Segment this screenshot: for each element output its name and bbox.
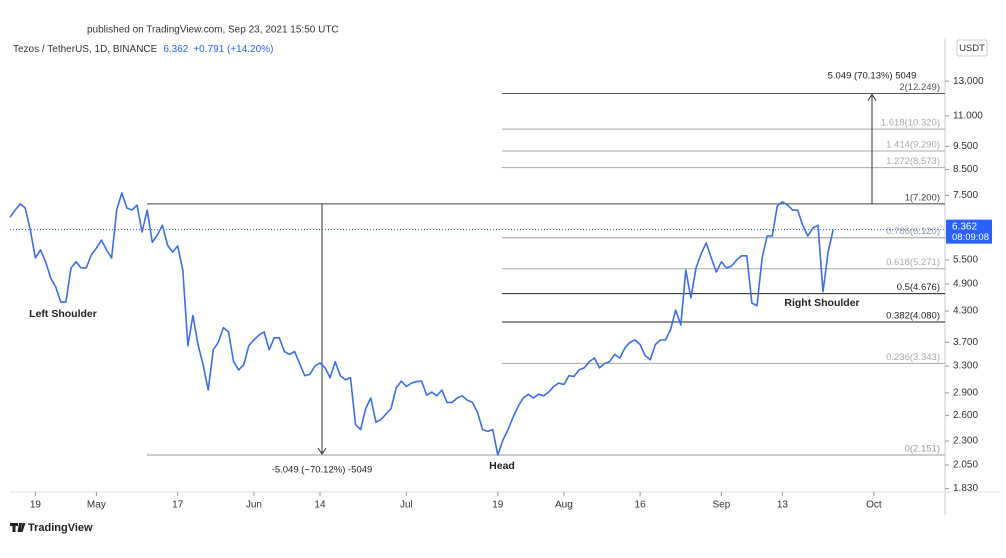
- x-tick-label: Sep: [713, 500, 731, 511]
- y-tick-label: 13.000: [953, 76, 984, 87]
- fib-label: 0(2.151): [905, 443, 940, 454]
- y-tick-label: 2.600: [953, 410, 978, 421]
- y-tick-label: 2.300: [953, 436, 978, 447]
- pattern-label: Head: [489, 460, 515, 472]
- fib-label: 0.786(6.120): [886, 226, 940, 237]
- x-tick-label: 19: [492, 500, 504, 511]
- arrow-head: [867, 93, 877, 101]
- published: published on TradingView.com, Sep 23, 20…: [87, 25, 339, 36]
- currency-box: [956, 39, 988, 57]
- y-tick-label: 1.830: [953, 483, 978, 494]
- y-tick-label: 8.500: [953, 164, 978, 175]
- price-tag: [946, 219, 992, 244]
- price-tag-value: 6.362: [952, 221, 977, 232]
- measure-label: -5.049 (−70.12%) -5049: [272, 465, 373, 476]
- price-line-series: [9, 192, 834, 456]
- symbol: Tezos / TetherUS, 1D, BINANCE 6.362 +0.791…: [13, 44, 273, 55]
- x-tick-label: Jun: [246, 500, 262, 511]
- currency: USDT: [959, 43, 985, 54]
- y-tick-label: 3.300: [953, 361, 978, 372]
- arrow-head: [317, 447, 327, 455]
- x-tick-label: Oct: [866, 500, 882, 511]
- y-tick-label: 5.500: [953, 255, 978, 266]
- pattern-label: Left Shoulder: [29, 308, 97, 320]
- x-tick-label: Jul: [400, 500, 413, 511]
- fib-label: 1.272(8.573): [886, 156, 940, 167]
- y-tick-label: 2.900: [953, 388, 978, 399]
- y-tick-label: 7.500: [953, 190, 978, 201]
- measure-label: 5.049 (70.13%) 5049: [828, 71, 917, 82]
- price-tag-countdown: 08:09:08: [952, 232, 989, 243]
- tv-logo: TradingView: [10, 522, 93, 534]
- y-tick-label: 4.300: [953, 306, 978, 317]
- fib-label: 1.618(10.320): [881, 118, 940, 129]
- fib-label: 0.236(3.343): [886, 352, 940, 363]
- x-tick-label: 13: [777, 500, 789, 511]
- x-tick-label: 17: [172, 500, 184, 511]
- x-tick-label: 19: [30, 500, 42, 511]
- fib-label: 1.414(9.290): [886, 139, 940, 150]
- logo-icon: [10, 523, 26, 532]
- fib-label: 1(7.200): [905, 192, 940, 203]
- fib-label: 0.618(5.271): [886, 257, 940, 268]
- y-tick-label: 9.500: [953, 141, 978, 152]
- fib-label: 2(12.249): [899, 82, 940, 93]
- y-tick-label: 3.700: [953, 337, 978, 348]
- logo-text: TradingView: [28, 522, 93, 534]
- fib-label: 0.5(4.676): [897, 282, 940, 293]
- y-tick-label: 4.900: [953, 279, 978, 290]
- header-price: 6.362: [163, 44, 188, 55]
- x-tick-label: Aug: [555, 500, 573, 511]
- x-tick-label: 16: [635, 500, 647, 511]
- y-tick-label: 11.000: [953, 111, 983, 122]
- x-tick-label: May: [87, 500, 106, 511]
- header-change: +0.791 (+14.20%): [193, 44, 273, 55]
- fib-label: 0.382(4.080): [886, 310, 940, 321]
- pattern-label: Right Shoulder: [784, 297, 859, 309]
- y-tick-label: 2.050: [953, 460, 978, 471]
- symbol-name: Tezos / TetherUS, 1D, BINANCE: [13, 44, 158, 55]
- x-tick-label: 14: [314, 500, 326, 511]
